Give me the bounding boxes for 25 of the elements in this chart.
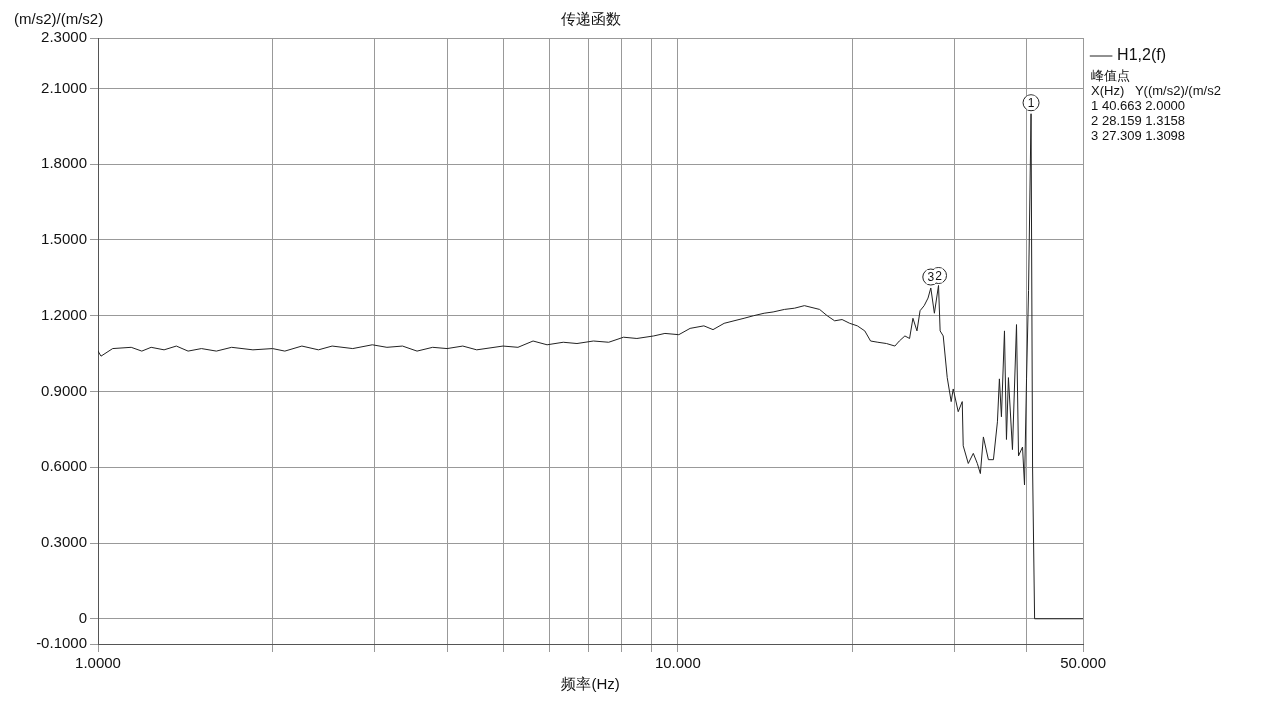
text: 1 40.663 2.0000: [1091, 97, 1186, 113]
y-axis-title: (m/s2)/(m/s2): [14, 10, 104, 28]
text: 2 28.159 1.3158: [1091, 112, 1186, 128]
y-tick-label: 1.5000: [41, 230, 87, 248]
legend-label: H1,2(f): [1117, 46, 1167, 64]
x-tick-label: 50.000: [1060, 654, 1107, 672]
chart-title: 传递函数: [560, 10, 621, 28]
y-tick-label: 2.1000: [41, 78, 87, 96]
y-tick-label: 2.3000: [41, 28, 87, 46]
y-tick-label: 1.8000: [41, 154, 87, 172]
text: 3 27.309 1.3098: [1091, 127, 1186, 143]
text: X(Hz) Y((m/s2)/(m/s2: [1091, 82, 1221, 98]
y-tick-label: -0.1000: [36, 634, 87, 652]
annotation: 2: [935, 268, 943, 283]
y-tick-label: 1.2000: [41, 305, 87, 323]
x-tick-label: 1.0000: [75, 654, 121, 672]
y-tick-label: 0.6000: [41, 457, 87, 475]
text: 峰值点: [1091, 67, 1131, 83]
x-axis-title: 频率(Hz): [561, 675, 620, 693]
annotation: 1: [1027, 96, 1035, 111]
annotation: 3: [927, 270, 935, 285]
x-tick-label: 10.000: [654, 654, 701, 672]
y-tick-label: 0.3000: [41, 533, 87, 551]
y-tick-label: 0.9000: [41, 381, 87, 399]
y-tick-label: 0: [78, 608, 87, 626]
